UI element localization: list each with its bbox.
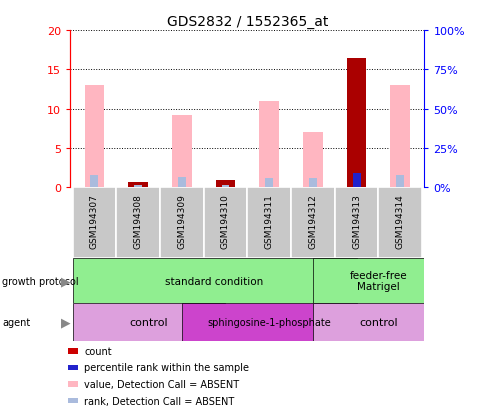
Bar [90,176,98,188]
Text: ▶: ▶ [60,316,70,329]
Bar [68,365,78,370]
Bar [215,180,235,188]
Bar [182,304,356,341]
Bar [84,86,104,188]
Bar [134,185,142,188]
Bar [308,179,316,188]
Bar [312,304,443,341]
Bar [334,188,378,258]
Text: control: control [129,317,168,327]
Text: GSM194313: GSM194313 [351,194,361,248]
Bar [346,58,366,188]
Text: GSM194307: GSM194307 [90,194,99,248]
Bar [395,176,404,188]
Bar [352,173,360,188]
Text: growth protocol: growth protocol [2,276,79,286]
Bar [68,398,78,404]
Bar [116,188,160,258]
Text: GSM194312: GSM194312 [308,194,317,248]
Bar [378,188,421,258]
Bar [203,188,247,258]
Text: rank, Detection Call = ABSENT: rank, Detection Call = ABSENT [84,396,234,406]
Bar [302,133,322,188]
Bar [68,348,78,354]
Bar [73,188,116,258]
Bar [265,178,272,188]
Text: GSM194311: GSM194311 [264,194,273,248]
Text: GSM194314: GSM194314 [395,194,404,248]
Text: GSM194310: GSM194310 [221,194,229,248]
Bar [128,183,148,188]
Text: feeder-free
Matrigel: feeder-free Matrigel [349,270,407,292]
Text: sphingosine-1-phosphate: sphingosine-1-phosphate [207,317,331,327]
Bar [390,86,409,188]
Text: ▶: ▶ [60,274,70,287]
Bar [172,116,191,188]
Bar [247,188,290,258]
Bar [178,177,185,188]
Text: count: count [84,346,112,356]
Text: standard condition: standard condition [165,276,263,286]
Text: GSM194308: GSM194308 [133,194,142,248]
Bar [68,381,78,387]
Bar [73,258,356,304]
Text: GSM194309: GSM194309 [177,194,186,248]
Bar [290,188,334,258]
Bar [312,258,443,304]
Bar [160,188,203,258]
Text: value, Detection Call = ABSENT: value, Detection Call = ABSENT [84,379,239,389]
Title: GDS2832 / 1552365_at: GDS2832 / 1552365_at [166,14,327,28]
Text: percentile rank within the sample: percentile rank within the sample [84,363,249,373]
Bar [221,185,229,188]
Bar [73,304,225,341]
Text: agent: agent [2,317,30,327]
Text: control: control [359,317,397,327]
Bar [259,102,278,188]
